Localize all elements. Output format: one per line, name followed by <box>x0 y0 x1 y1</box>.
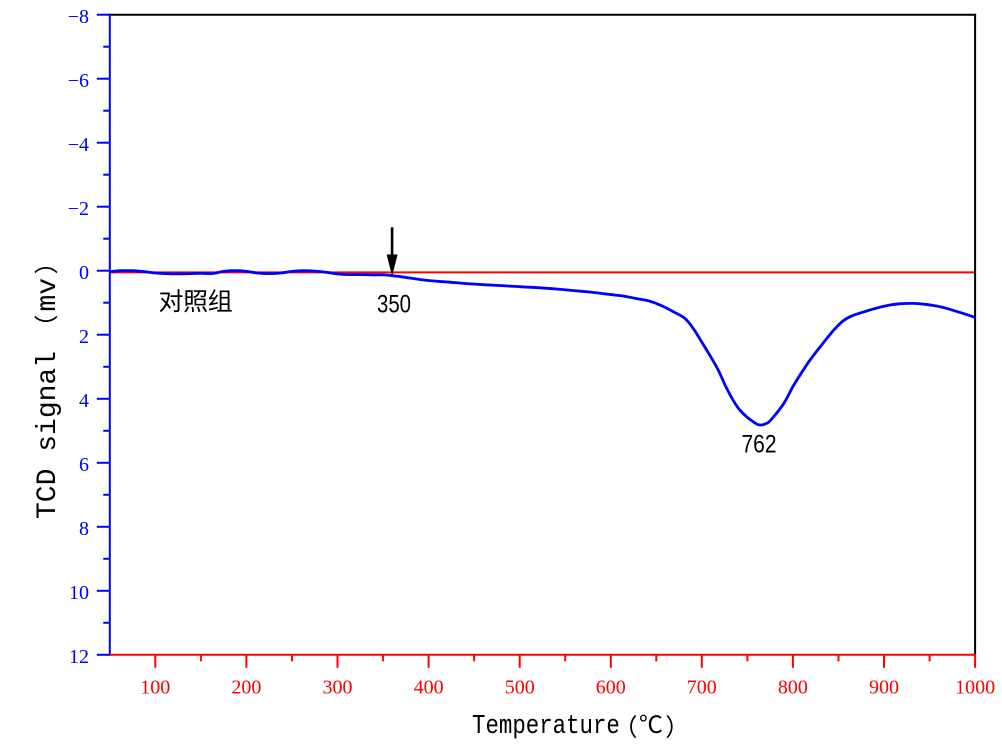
svg-text:2: 2 <box>79 326 89 348</box>
svg-text:Temperature: Temperature <box>472 711 620 742</box>
svg-text:900: 900 <box>869 676 899 698</box>
svg-text:762: 762 <box>742 431 777 459</box>
svg-text:−8: −8 <box>68 6 89 28</box>
svg-text:6: 6 <box>79 454 89 476</box>
svg-text:−6: −6 <box>68 70 89 92</box>
svg-text:700: 700 <box>687 676 717 698</box>
svg-text:−2: −2 <box>68 198 89 220</box>
svg-text:0: 0 <box>79 262 89 284</box>
svg-text:8: 8 <box>79 518 89 540</box>
svg-text:300: 300 <box>323 676 353 698</box>
svg-text:200: 200 <box>231 676 261 698</box>
svg-text:350: 350 <box>377 291 411 319</box>
svg-text:TCD signal: TCD signal <box>33 351 64 519</box>
svg-text:600: 600 <box>596 676 626 698</box>
svg-text:800: 800 <box>778 676 808 698</box>
svg-text:−4: −4 <box>68 134 89 156</box>
svg-text:500: 500 <box>505 676 535 698</box>
svg-text:mv: mv <box>33 278 64 312</box>
svg-text:1000: 1000 <box>955 676 995 698</box>
svg-text:4: 4 <box>79 390 89 412</box>
svg-text:400: 400 <box>414 676 444 698</box>
svg-text:12: 12 <box>69 646 89 668</box>
svg-text:10: 10 <box>69 582 89 604</box>
svg-text:100: 100 <box>140 676 170 698</box>
